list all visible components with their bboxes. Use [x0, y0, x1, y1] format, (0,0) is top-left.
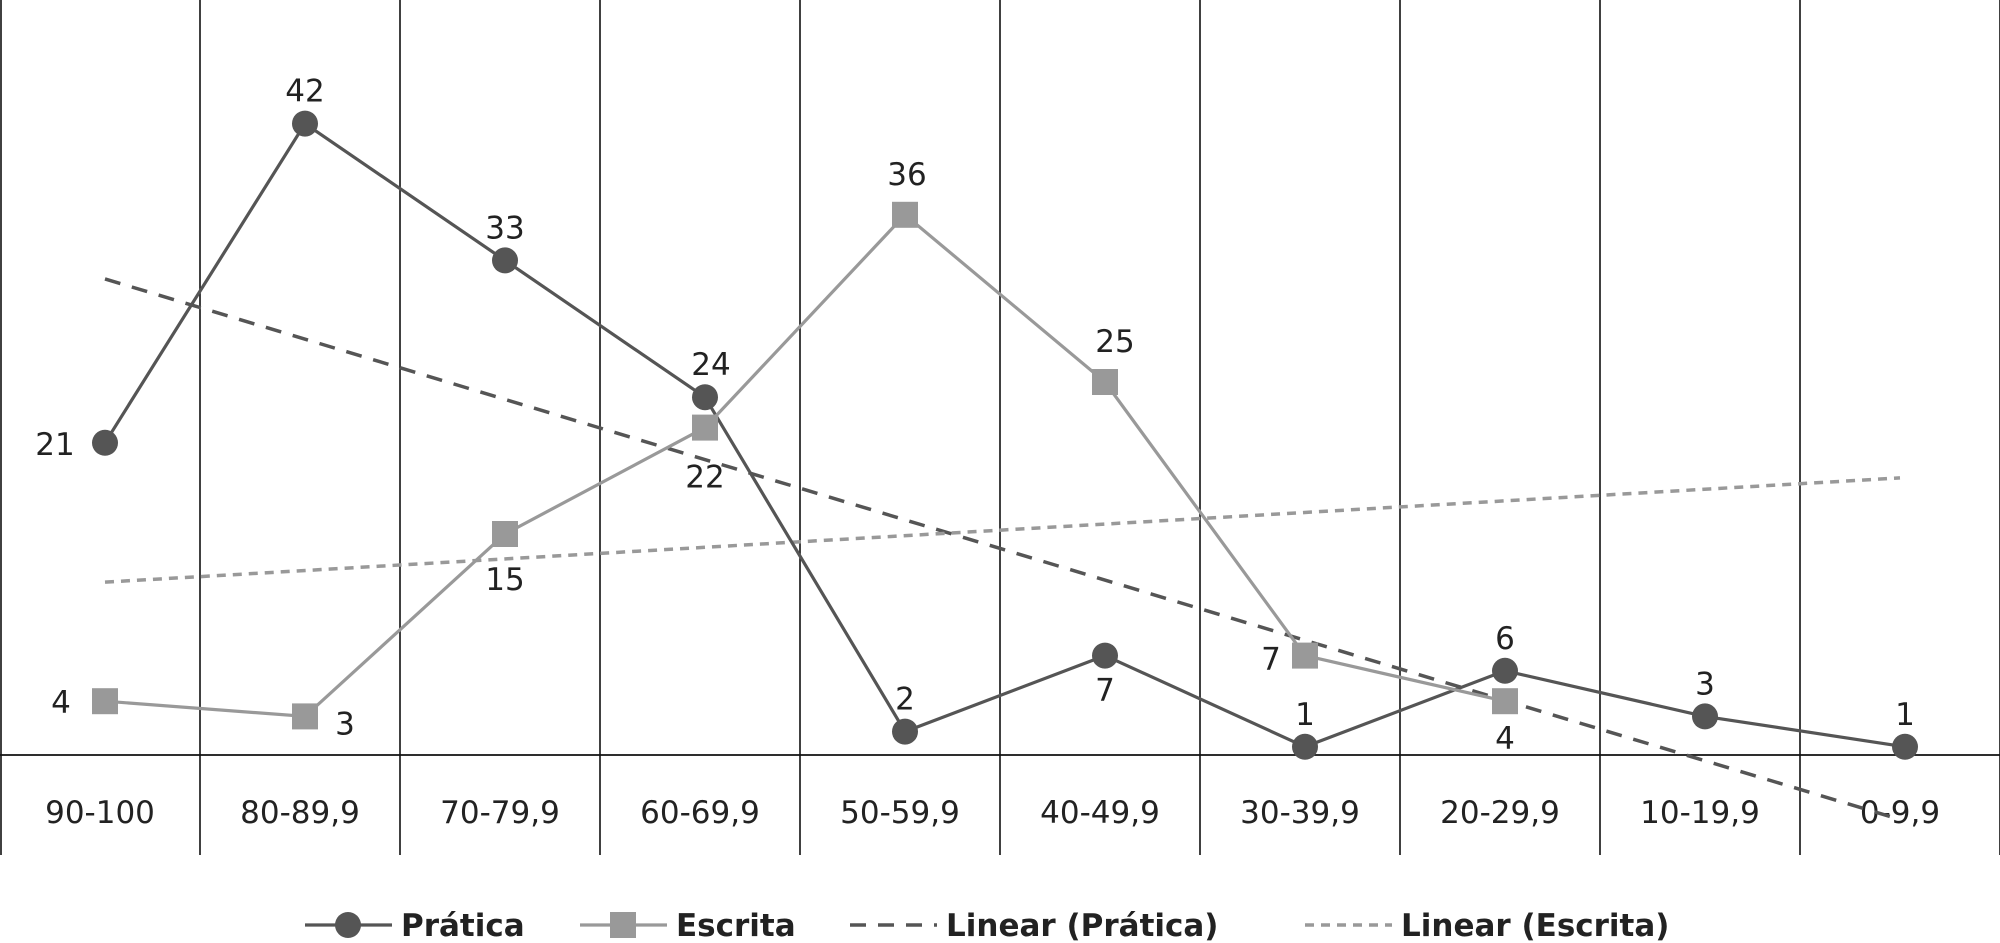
data-label-pratica: 1 [1295, 697, 1315, 733]
data-label-pratica: 21 [35, 427, 74, 463]
data-point-pratica [1292, 733, 1318, 760]
category-label: 70-79,9 [440, 795, 560, 831]
category-label: 80-89,9 [240, 795, 360, 831]
series [92, 110, 1918, 760]
data-point-escrita [492, 521, 518, 547]
legend-label: Linear (Escrita) [1401, 908, 1669, 943]
data-point-pratica [292, 110, 318, 137]
trendline-linear-escrita [104, 476, 1901, 584]
category-label: 30-39,9 [1240, 795, 1360, 831]
category-label: 10-19,9 [1640, 795, 1760, 831]
legend-item-linear-pratica: Linear (Prática) [850, 908, 1218, 943]
grid [0, 0, 2000, 855]
data-point-pratica [1692, 703, 1718, 730]
legend-label: Linear (Prática) [946, 908, 1218, 943]
data-point-escrita [292, 703, 318, 730]
data-point-pratica [1092, 642, 1118, 669]
category-label: 0-9,9 [1860, 795, 1940, 831]
series-line-escrita [104, 212, 1506, 719]
data-point-escrita [1492, 688, 1518, 715]
legend-marker-circle [335, 912, 361, 938]
category-label: 50-59,9 [840, 795, 960, 831]
data-point-escrita [1292, 642, 1318, 669]
data-point-pratica [892, 718, 918, 745]
data-point-escrita [892, 201, 918, 228]
data-label-escrita: 4 [51, 685, 71, 721]
category-label: 20-29,9 [1440, 795, 1560, 831]
data-label-pratica: 42 [285, 74, 324, 110]
data-point-pratica [692, 384, 718, 411]
series-line-pratica [103, 121, 1906, 749]
legend-marker-square [610, 912, 636, 938]
data-label-escrita: 22 [685, 460, 724, 496]
data-point-escrita [92, 688, 118, 715]
trendline-linear-pratica [104, 277, 1901, 822]
data-label-pratica: 3 [1695, 666, 1715, 702]
data-point-pratica [1892, 733, 1918, 760]
data-label-escrita: 36 [887, 157, 926, 193]
legend-label: Escrita [676, 908, 796, 943]
legend: Prática Escrita Linear (Prática) Linear (Es… [305, 908, 1669, 943]
data-label-escrita: 3 [335, 706, 355, 742]
legend-label: Prática [401, 908, 525, 943]
trendlines [104, 277, 1901, 822]
category-label: 60-69,9 [640, 795, 760, 831]
data-point-escrita [692, 414, 718, 441]
legend-item-pratica: Prática [305, 908, 525, 943]
data-point-escrita [1092, 369, 1118, 395]
data-label-pratica: 6 [1495, 621, 1515, 657]
category-label: 90-100 [45, 795, 155, 831]
data-label-escrita: 25 [1095, 324, 1134, 360]
category-label: 40-49,9 [1040, 795, 1160, 831]
data-label-escrita: 4 [1495, 721, 1515, 757]
data-label-escrita: 7 [1261, 642, 1281, 678]
data-point-pratica [92, 429, 118, 456]
data-point-pratica [1492, 657, 1518, 684]
category-axis: 90-100 80-89,9 70-79,9 60-69,9 50-59,9 40-49,… [45, 795, 1940, 831]
data-label-pratica: 24 [691, 347, 730, 383]
data-point-pratica [492, 247, 518, 274]
legend-item-linear-escrita: Linear (Escrita) [1305, 908, 1669, 943]
data-label-pratica: 1 [1895, 697, 1915, 733]
data-label-pratica: 2 [895, 682, 915, 718]
data-label-pratica: 33 [485, 210, 524, 246]
legend-item-escrita: Escrita [580, 908, 796, 943]
data-label-escrita: 15 [485, 562, 524, 598]
data-label-pratica: 7 [1095, 673, 1115, 709]
